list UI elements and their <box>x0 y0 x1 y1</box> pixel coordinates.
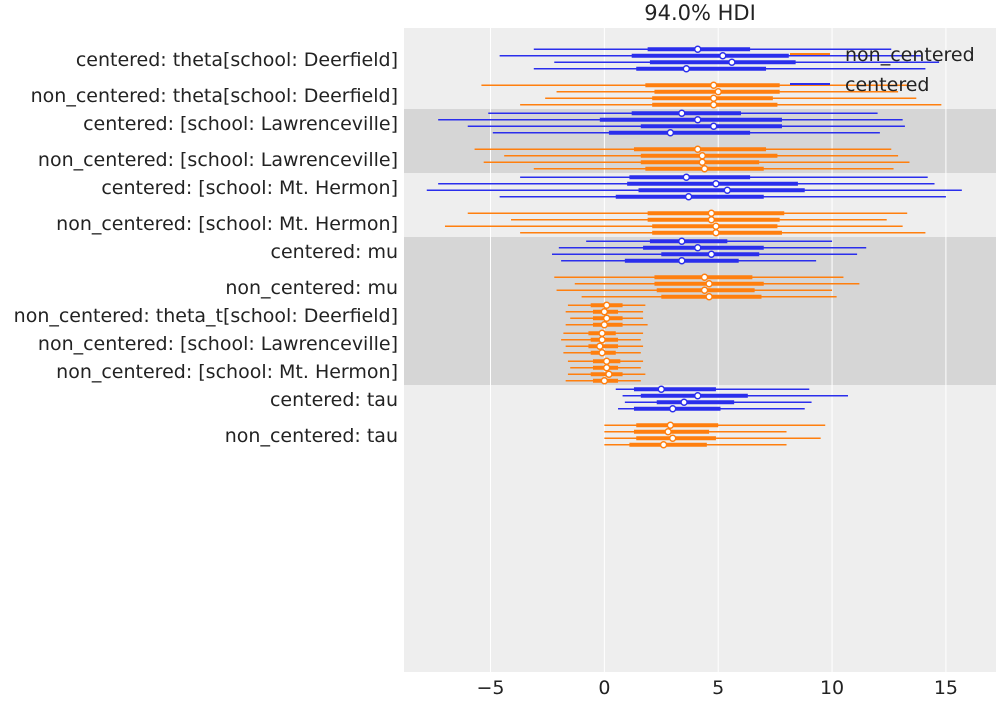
median-point <box>678 237 686 245</box>
median-point <box>602 357 611 365</box>
y-axis-label: centered: tau <box>270 389 398 411</box>
x-tick-layer: −5 0 5 10 15 <box>477 677 958 699</box>
median-point <box>712 229 720 237</box>
median-point <box>678 109 686 117</box>
median-point <box>598 329 606 337</box>
median-point <box>714 88 722 96</box>
median-point <box>712 180 720 188</box>
y-axis-label: centered: theta[school: Deerfield] <box>76 49 398 71</box>
median-point <box>694 45 702 53</box>
x-tick-label: −5 <box>477 677 505 699</box>
median-point <box>707 209 716 217</box>
median-point <box>600 308 609 316</box>
median-point <box>678 257 686 265</box>
median-point <box>709 101 718 109</box>
median-point <box>598 349 606 357</box>
median-point <box>600 321 609 329</box>
median-point <box>668 434 677 442</box>
x-tick-label: 10 <box>820 677 844 699</box>
y-axis-label: non_centered: [school: Lawrenceville] <box>38 333 398 355</box>
median-point <box>707 216 716 224</box>
median-point <box>712 222 720 230</box>
median-point <box>596 342 604 350</box>
median-point <box>666 129 675 137</box>
x-tick-label: 15 <box>934 677 958 699</box>
median-point <box>709 81 718 89</box>
median-point <box>602 314 611 322</box>
median-point <box>694 392 702 400</box>
median-point <box>705 280 713 288</box>
y-axis-label: non_centered: [school: Mt. Hermon] <box>56 361 398 383</box>
chart-title: 94.0% HDI <box>644 1 756 25</box>
y-axis-label: non_centered: theta[school: Deerfield] <box>31 85 398 107</box>
median-point <box>694 145 702 153</box>
median-point <box>605 370 613 378</box>
median-point <box>698 152 706 160</box>
median-point <box>700 273 709 281</box>
marks-layer <box>426 45 962 449</box>
median-point <box>598 336 606 344</box>
median-point <box>680 398 688 406</box>
median-point <box>602 301 611 309</box>
y-axis-label: non_centered: [school: Mt. Hermon] <box>56 213 398 235</box>
median-point <box>682 65 691 73</box>
median-point <box>700 165 709 173</box>
legend-label-centered: centered <box>845 74 929 96</box>
median-point <box>668 405 677 413</box>
legend: non_centered centered <box>790 44 975 96</box>
y-axis-label: non_centered: mu <box>225 277 398 299</box>
median-point <box>723 186 732 194</box>
median-point <box>659 441 668 449</box>
x-tick-label: 0 <box>598 677 610 699</box>
median-point <box>709 94 718 102</box>
median-point <box>600 377 609 385</box>
median-point <box>709 122 718 130</box>
y-axis-label: centered: [school: Lawrenceville] <box>83 113 398 135</box>
median-point <box>694 244 702 252</box>
y-axis-label: non_centered: theta_t[school: Deerfield] <box>14 305 398 327</box>
median-point <box>694 116 702 124</box>
median-point <box>657 385 665 393</box>
y-axis-label: centered: [school: Mt. Hermon] <box>101 177 398 199</box>
median-point <box>719 52 727 60</box>
y-axis-label: non_centered: tau <box>225 425 398 447</box>
median-point <box>664 428 672 436</box>
band-4 <box>404 385 996 672</box>
median-point <box>682 173 691 181</box>
y-axis-label: non_centered: [school: Lawrenceville] <box>38 149 398 171</box>
median-point <box>698 158 706 166</box>
median-point <box>602 364 611 372</box>
median-point <box>684 193 693 201</box>
x-tick-label: 5 <box>712 677 724 699</box>
median-point <box>700 286 709 294</box>
y-label-layer: centered: theta[school: Deerfield] non_ce… <box>14 49 398 447</box>
y-axis-label: centered: mu <box>271 241 398 263</box>
median-point <box>728 58 736 66</box>
median-point <box>707 250 716 258</box>
median-point <box>705 293 713 301</box>
legend-label-non-centered: non_centered <box>845 44 975 66</box>
median-point <box>666 421 675 429</box>
